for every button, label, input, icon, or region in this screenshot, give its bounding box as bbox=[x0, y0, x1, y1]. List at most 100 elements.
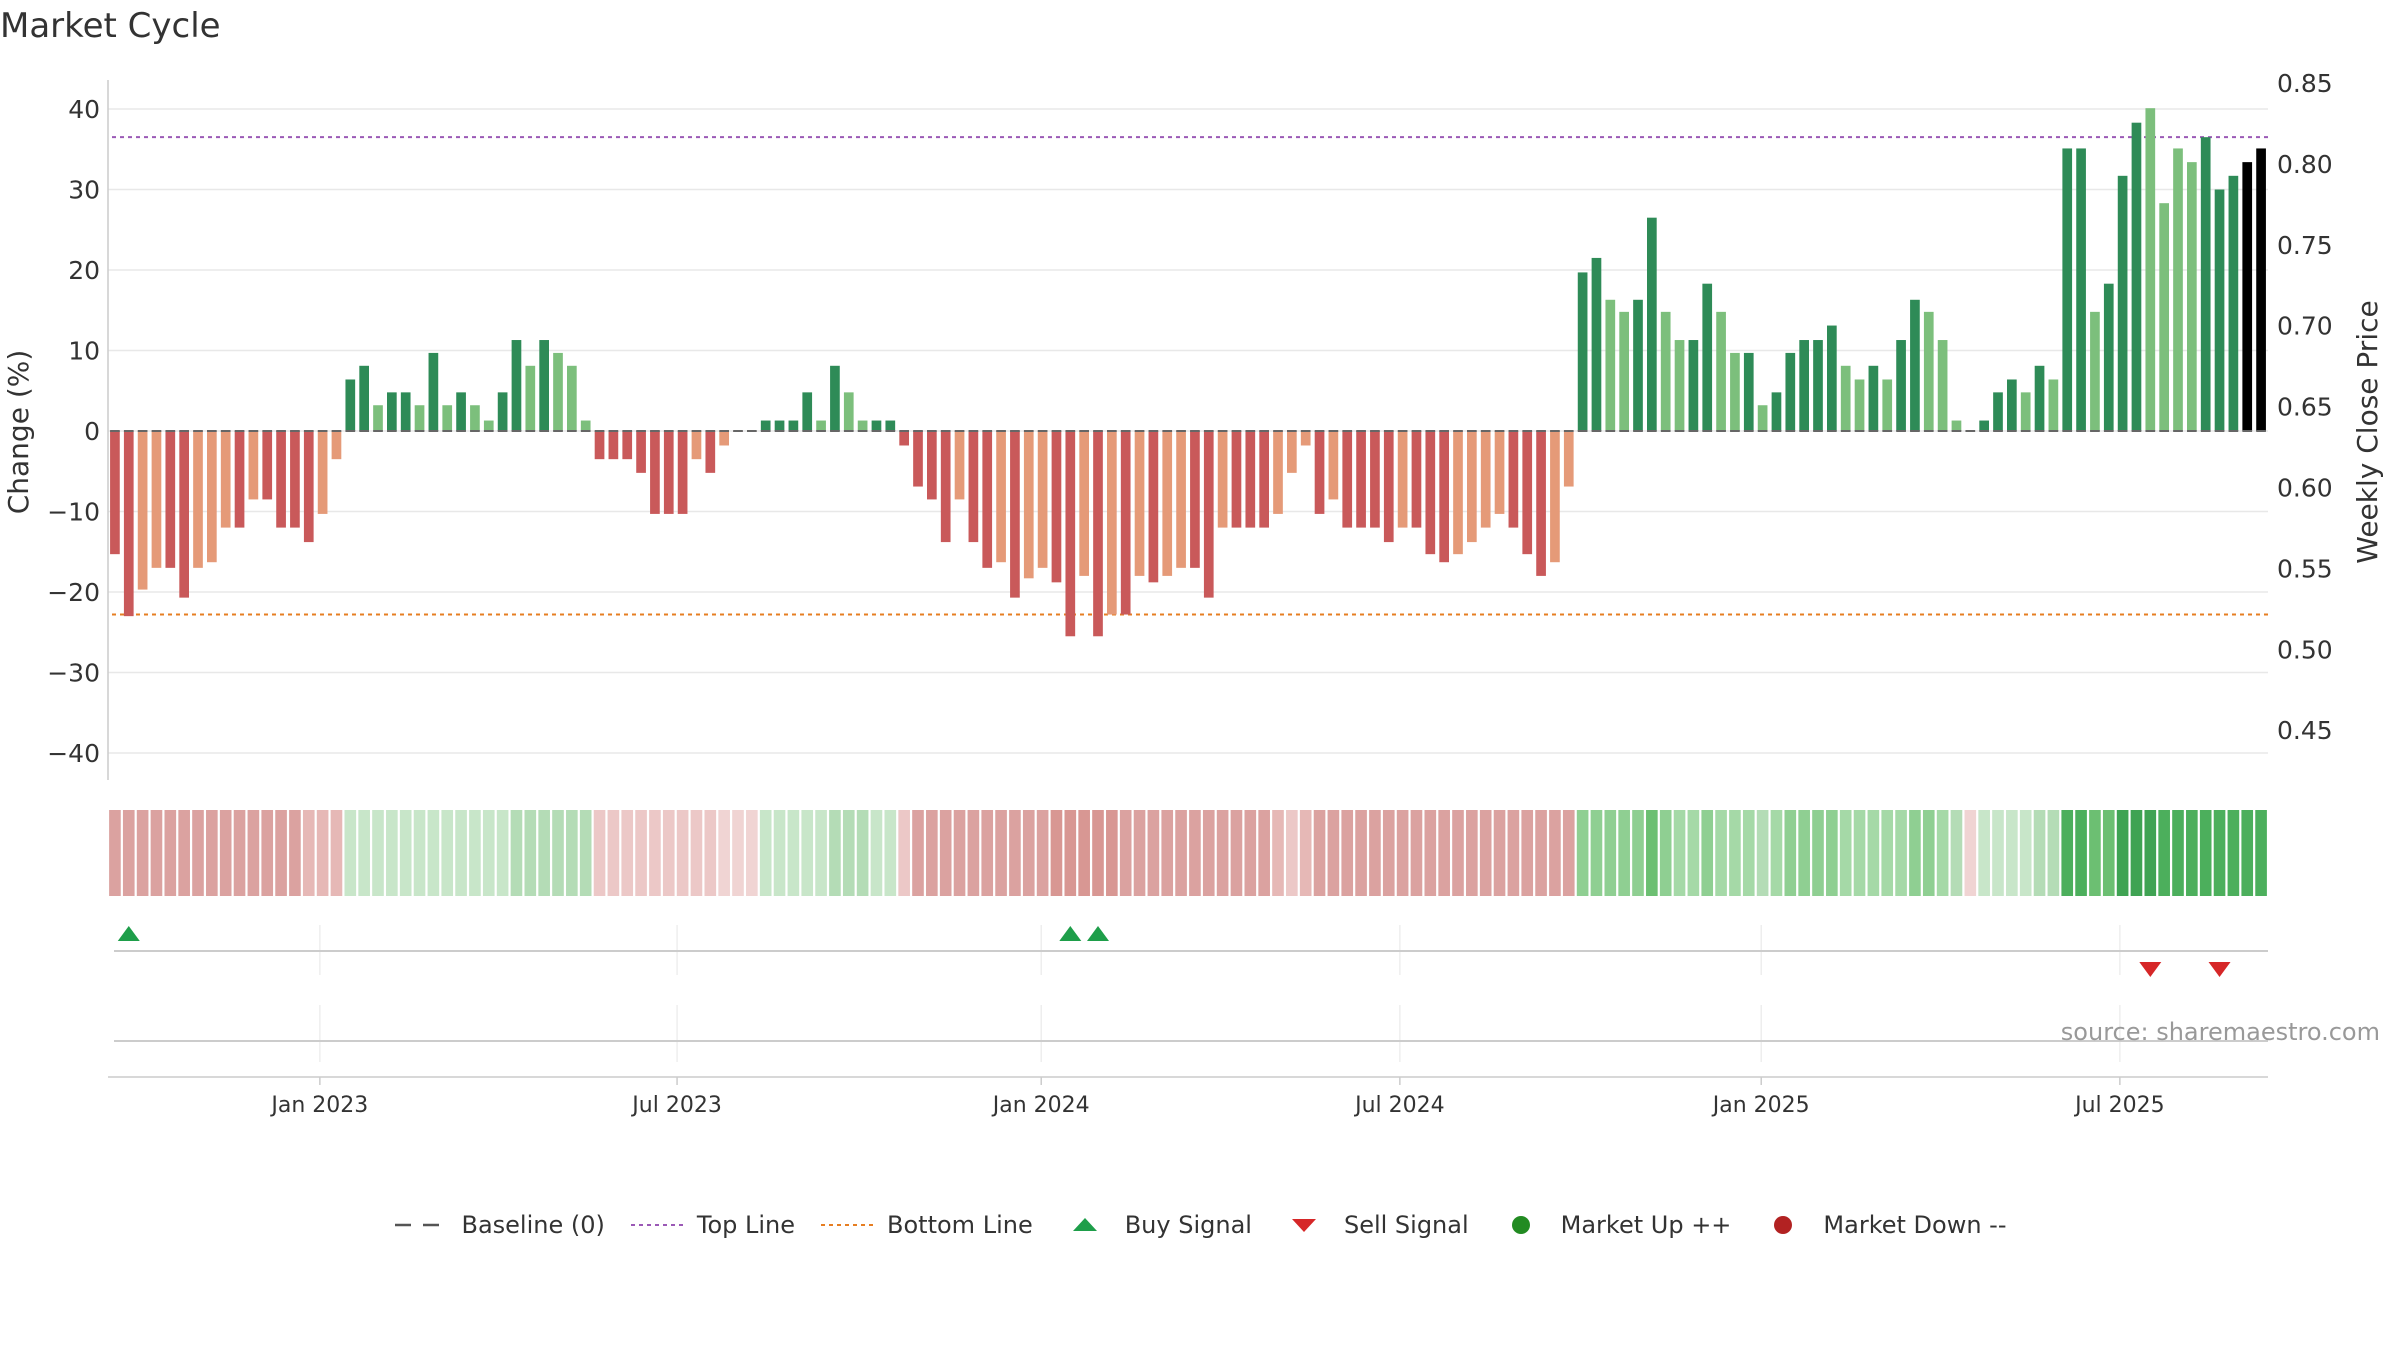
strip-cell bbox=[1992, 810, 2004, 896]
legend-item: Top Line bbox=[629, 1211, 795, 1239]
bar bbox=[1093, 431, 1103, 637]
bar bbox=[1536, 431, 1546, 576]
legend-swatch bbox=[821, 1224, 874, 1226]
strip-cell bbox=[967, 810, 980, 896]
strip-cell bbox=[1424, 810, 1437, 896]
legend-item: Market Up ++ bbox=[1493, 1211, 1731, 1239]
bar bbox=[276, 431, 286, 528]
y-tick-label-right: 0.60 bbox=[2277, 474, 2333, 503]
strip-cell bbox=[759, 810, 772, 896]
bar bbox=[1107, 431, 1117, 615]
bar bbox=[1120, 431, 1131, 615]
y-tick-label-right: 0.85 bbox=[2277, 69, 2333, 98]
strip-cell bbox=[953, 810, 966, 896]
bar bbox=[871, 420, 882, 431]
strip-cell bbox=[136, 810, 149, 896]
strip-cell bbox=[662, 810, 675, 896]
bar bbox=[1231, 431, 1242, 528]
bar bbox=[802, 392, 813, 431]
bar bbox=[954, 431, 965, 500]
bar bbox=[290, 431, 300, 528]
strip-cell bbox=[1853, 810, 1866, 896]
bar bbox=[1383, 431, 1394, 543]
y-tick-label-right: 0.70 bbox=[2277, 312, 2333, 341]
bar bbox=[636, 431, 646, 473]
bar bbox=[2103, 283, 2114, 431]
bar bbox=[1840, 365, 1851, 431]
bar bbox=[373, 405, 383, 431]
strip-cell bbox=[926, 810, 938, 896]
bar bbox=[2131, 122, 2142, 431]
strip-cell bbox=[455, 810, 467, 896]
strip-cell bbox=[206, 810, 218, 896]
strip-cell bbox=[1742, 810, 1755, 896]
strip-cell bbox=[1507, 810, 1520, 896]
strip-cell bbox=[150, 810, 163, 896]
bar bbox=[234, 431, 245, 528]
bar bbox=[123, 431, 134, 617]
strip-cell bbox=[552, 810, 564, 896]
y-tick-label-right: 0.80 bbox=[2277, 150, 2333, 179]
strip-cell bbox=[302, 810, 315, 896]
strip-cell bbox=[1798, 810, 1810, 896]
bar bbox=[1550, 431, 1560, 563]
bar bbox=[400, 392, 411, 431]
bar bbox=[1453, 431, 1463, 555]
strip-cell bbox=[1341, 810, 1354, 896]
strip-cell bbox=[178, 810, 190, 896]
bar bbox=[2214, 189, 2225, 431]
strip-cell bbox=[732, 810, 744, 896]
strip-cell bbox=[538, 810, 550, 896]
strip-cell bbox=[718, 810, 730, 896]
strip-cell bbox=[621, 810, 634, 896]
strip-cell bbox=[995, 810, 1007, 896]
strip-cell bbox=[2227, 810, 2240, 896]
bar bbox=[1785, 352, 1796, 431]
strip-cell bbox=[1175, 810, 1187, 896]
bar bbox=[345, 379, 356, 431]
bar bbox=[1993, 392, 2003, 431]
bar bbox=[539, 340, 549, 431]
strip-cell bbox=[1590, 810, 1603, 896]
bar bbox=[1425, 431, 1436, 555]
bar bbox=[1439, 431, 1449, 563]
strip-cell bbox=[773, 810, 786, 896]
bar bbox=[1979, 420, 1989, 431]
bar bbox=[1370, 431, 1380, 528]
bar bbox=[387, 392, 397, 431]
bar bbox=[843, 392, 854, 431]
strip-cell bbox=[1950, 810, 1963, 896]
bar bbox=[442, 405, 453, 431]
strip-cell bbox=[2199, 810, 2212, 896]
buy-signal bbox=[1059, 926, 1082, 941]
bar bbox=[1868, 365, 1879, 431]
bar bbox=[1951, 420, 1962, 431]
strip-cell bbox=[1632, 810, 1644, 896]
strip-cell bbox=[1687, 810, 1700, 896]
legend-label: Baseline (0) bbox=[461, 1211, 605, 1239]
legend-label: Sell Signal bbox=[1343, 1211, 1469, 1239]
bar bbox=[996, 431, 1006, 563]
strip-cell bbox=[939, 810, 952, 896]
strip-cell bbox=[635, 810, 647, 896]
bar bbox=[1702, 283, 1713, 431]
strip-cell bbox=[870, 810, 883, 896]
bar bbox=[2076, 148, 2086, 431]
y-tick-label-right: 0.45 bbox=[2277, 716, 2333, 745]
strip-cell bbox=[1410, 810, 1423, 896]
strip-cell bbox=[856, 810, 869, 896]
bar bbox=[1259, 431, 1269, 528]
y-axis-label-right: Weekly Close Price bbox=[2351, 300, 2384, 563]
bar bbox=[1162, 431, 1173, 576]
bar bbox=[2242, 162, 2253, 431]
bar bbox=[511, 340, 522, 431]
bar bbox=[580, 420, 591, 431]
strip-cell bbox=[1604, 810, 1617, 896]
strip-cell bbox=[316, 810, 329, 896]
strip-cell bbox=[1659, 810, 1672, 896]
strip-cell bbox=[1895, 810, 1907, 896]
bar bbox=[677, 431, 688, 514]
strip-cell bbox=[1189, 810, 1201, 896]
bar bbox=[927, 431, 937, 500]
legend-item: Bottom Line bbox=[819, 1211, 1033, 1239]
